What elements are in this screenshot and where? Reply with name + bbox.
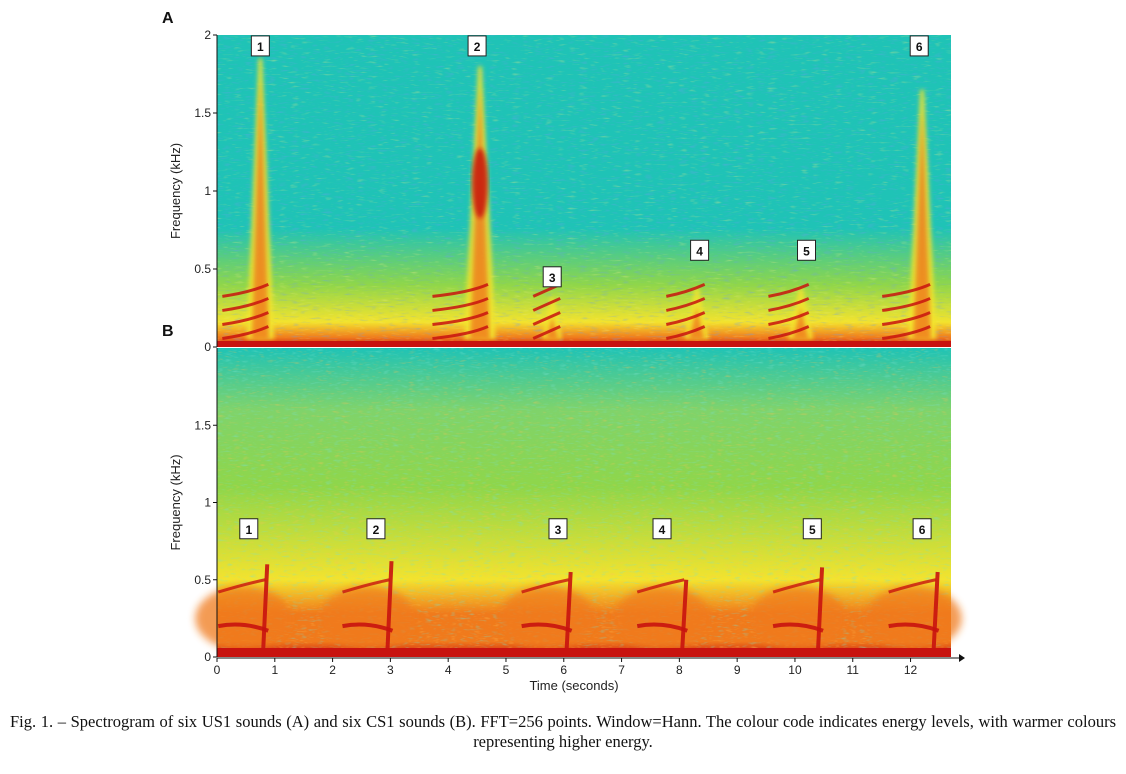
y-tick-label-a-1: 0.5 xyxy=(194,262,211,276)
event-marker-label-a-1: 1 xyxy=(257,40,264,54)
event-marker-box-b-4 xyxy=(652,518,672,540)
x-tick-label-2: 2 xyxy=(329,663,336,677)
sound-event-b-4 xyxy=(614,578,711,651)
event-marker-box-a-2 xyxy=(467,35,487,57)
event-marker-label-b-6: 6 xyxy=(919,523,926,537)
event-marker-box-a-5 xyxy=(797,239,817,261)
sound-event-a-5 xyxy=(768,283,814,340)
x-tick-label-1: 1 xyxy=(271,663,278,677)
x-tick-label-5: 5 xyxy=(503,663,510,677)
y-tick-label-b-2: 1 xyxy=(204,496,211,510)
event-marker-box-a-3 xyxy=(542,266,562,288)
event-marker-label-b-1: 1 xyxy=(245,523,252,537)
low-frequency-band-a xyxy=(217,341,951,347)
event-marker-label-a-2: 2 xyxy=(474,40,481,54)
event-marker-box-a-6 xyxy=(909,35,929,57)
y-axis-title-b: Frequency (kHz) xyxy=(168,454,183,550)
event-marker-label-b-2: 2 xyxy=(373,523,380,537)
event-marker-box-a-1 xyxy=(250,35,270,57)
x-tick-label-4: 4 xyxy=(445,663,452,677)
event-marker-label-b-3: 3 xyxy=(555,523,562,537)
event-marker-box-b-5 xyxy=(802,518,822,540)
event-marker-label-a-6: 6 xyxy=(916,40,923,54)
x-tick-label-11: 11 xyxy=(847,663,860,677)
event-marker-box-b-2 xyxy=(366,518,386,540)
x-tick-label-3: 3 xyxy=(387,663,394,677)
event-marker-b-4: 4 xyxy=(652,518,672,540)
low-frequency-band-b xyxy=(217,648,951,657)
event-marker-b-6: 6 xyxy=(912,518,932,540)
event-marker-a-5: 5 xyxy=(797,239,817,261)
x-tick-label-10: 10 xyxy=(788,663,802,677)
event-marker-label-a-4: 4 xyxy=(696,244,703,258)
event-marker-box-b-1 xyxy=(239,518,259,540)
panel-label-a: A xyxy=(162,10,174,27)
x-tick-label-7: 7 xyxy=(618,663,625,677)
y-tick-label-a-4: 2 xyxy=(204,28,211,42)
spectrogram-noise-a xyxy=(217,35,951,347)
sound-event-a-4 xyxy=(666,283,710,340)
sound-event-b-5 xyxy=(750,567,847,651)
sound-event-b-3 xyxy=(498,571,595,651)
x-tick-label-12: 12 xyxy=(904,663,918,677)
event-marker-a-4: 4 xyxy=(690,239,710,261)
event-marker-b-2: 2 xyxy=(366,518,386,540)
sound-event-a-1 xyxy=(222,58,275,341)
event-marker-b-3: 3 xyxy=(548,518,568,540)
panel-label-b: B xyxy=(162,323,174,340)
y-tick-label-a-0: 0 xyxy=(204,340,211,354)
y-tick-label-b-3: 1.5 xyxy=(194,418,211,432)
event-marker-b-1: 1 xyxy=(239,518,259,540)
sound-event-a-3 xyxy=(532,283,563,340)
event-marker-b-5: 5 xyxy=(802,518,822,540)
event-marker-box-b-3 xyxy=(548,518,568,540)
event-marker-a-2: 2 xyxy=(467,35,487,57)
y-tick-label-b-0: 0 xyxy=(204,650,211,664)
spectrogram-panel-a: 0 0.5 1 1.5 2 Frequency (kHz) A 1 2 3 4 5 6 xyxy=(162,10,951,354)
y-tick-label-b-1: 0.5 xyxy=(194,573,211,587)
event-marker-label-a-3: 3 xyxy=(549,271,556,285)
x-tick-label-0: 0 xyxy=(214,663,221,677)
x-axis-title: Time (seconds) xyxy=(529,678,618,693)
sound-event-b-6 xyxy=(865,571,962,651)
event-marker-box-b-6 xyxy=(912,518,932,540)
event-marker-label-b-4: 4 xyxy=(659,523,666,537)
event-marker-a-3: 3 xyxy=(542,266,562,288)
y-tick-label-a-2: 1 xyxy=(204,184,211,198)
y-tick-label-a-3: 1.5 xyxy=(194,106,211,120)
event-marker-a-6: 6 xyxy=(909,35,929,57)
x-tick-label-6: 6 xyxy=(560,663,567,677)
x-tick-label-8: 8 xyxy=(676,663,683,677)
sound-event-a-6 xyxy=(882,89,937,341)
event-marker-label-a-5: 5 xyxy=(803,244,810,258)
event-marker-a-1: 1 xyxy=(250,35,270,57)
event-marker-label-b-5: 5 xyxy=(809,523,816,537)
sound-event-a-2 xyxy=(432,66,496,341)
sound-event-b-1 xyxy=(195,564,292,651)
x-tick-label-9: 9 xyxy=(734,663,741,677)
y-axis-title-a: Frequency (kHz) xyxy=(168,143,183,239)
sound-event-b-2 xyxy=(319,561,416,651)
x-axis-arrow xyxy=(959,654,965,662)
figure-caption: Fig. 1. – Spectrogram of six US1 sounds … xyxy=(10,712,1116,751)
event-marker-box-a-4 xyxy=(690,239,710,261)
